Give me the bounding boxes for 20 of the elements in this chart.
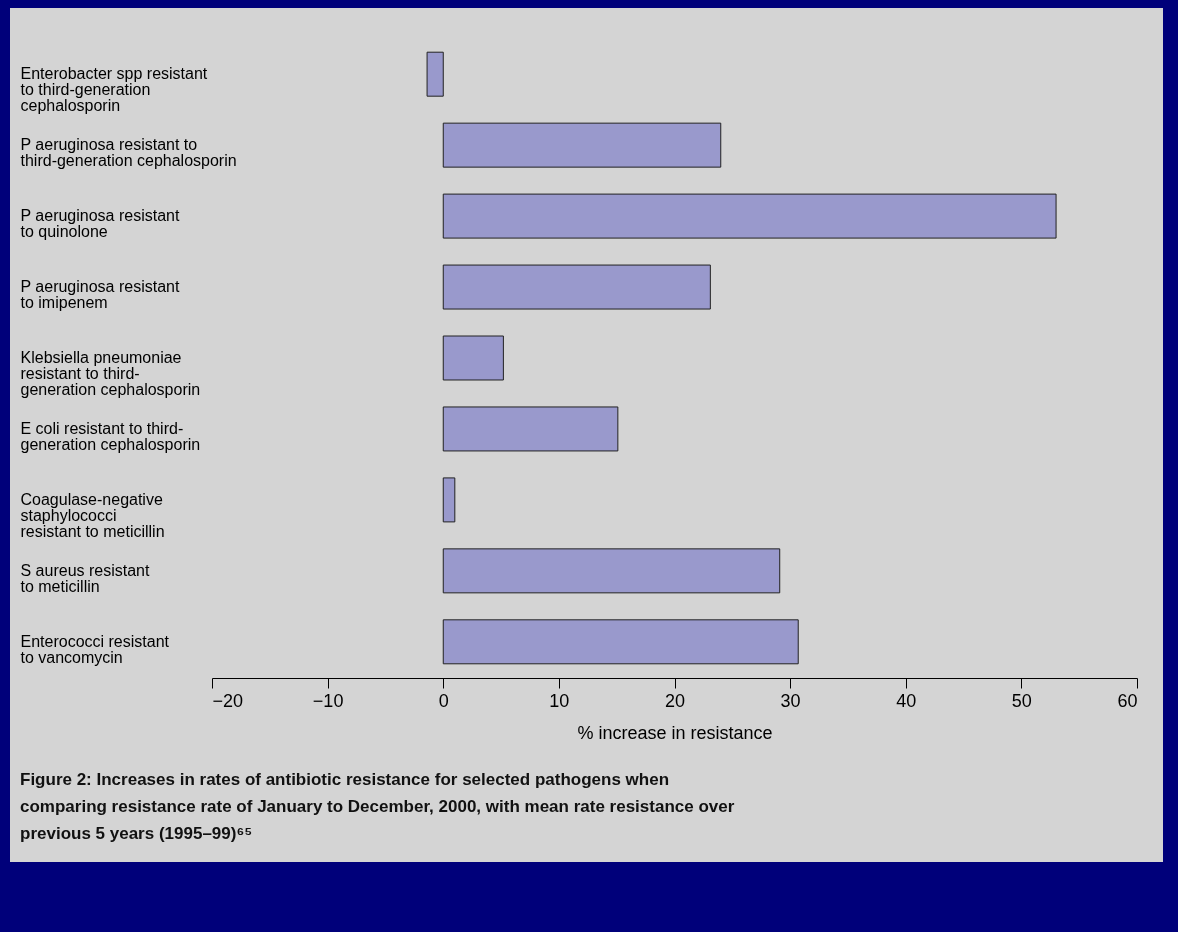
x-tick-label: 20 [664,690,686,711]
y-tick-label: P aeruginosa resistant to imipenem [20,278,180,312]
y-tick-label: Coagulase-negative staphylococci resistant to meticillin [20,490,165,540]
x-tick-label: −10 [312,690,344,711]
x-axis-title: % increase in resistance [577,722,773,743]
y-tick-label: Klebsiella pneumoniae resistant to third- generation cephalosporin [20,349,201,398]
x-tick-label: 0 [438,690,449,711]
x-tick-label: 60 [1117,690,1138,711]
x-tick-label: 10 [549,690,570,711]
x-tick-label: 30 [780,690,801,711]
y-tick-label: Enterococci resistant to vancomycin [20,632,170,666]
y-tick-label: P aeruginosa resistant to quinolone [20,207,180,241]
x-tick-label: 40 [896,690,917,711]
x-tick-label: −20 [212,690,244,711]
y-tick-label: E coli resistant to third- generation cephalosporin [20,419,201,453]
x-tick-label: 50 [1011,690,1032,711]
caption: Figure 2: Increases in rates of antibiotic resistance for selected pathogens when comparing resistance rate of January to December, 2000, with mean rate resistance over previous 5 years (1995–99)⁶⁵ [20,770,735,843]
y-tick-label: Enterobacter spp resistant to third-generation cephalosporin [20,65,208,115]
y-tick-label: S aureus resistant to meticillin [20,561,151,595]
y-tick-label: P aeruginosa resistant to third-generation cephalosporin [20,136,237,170]
